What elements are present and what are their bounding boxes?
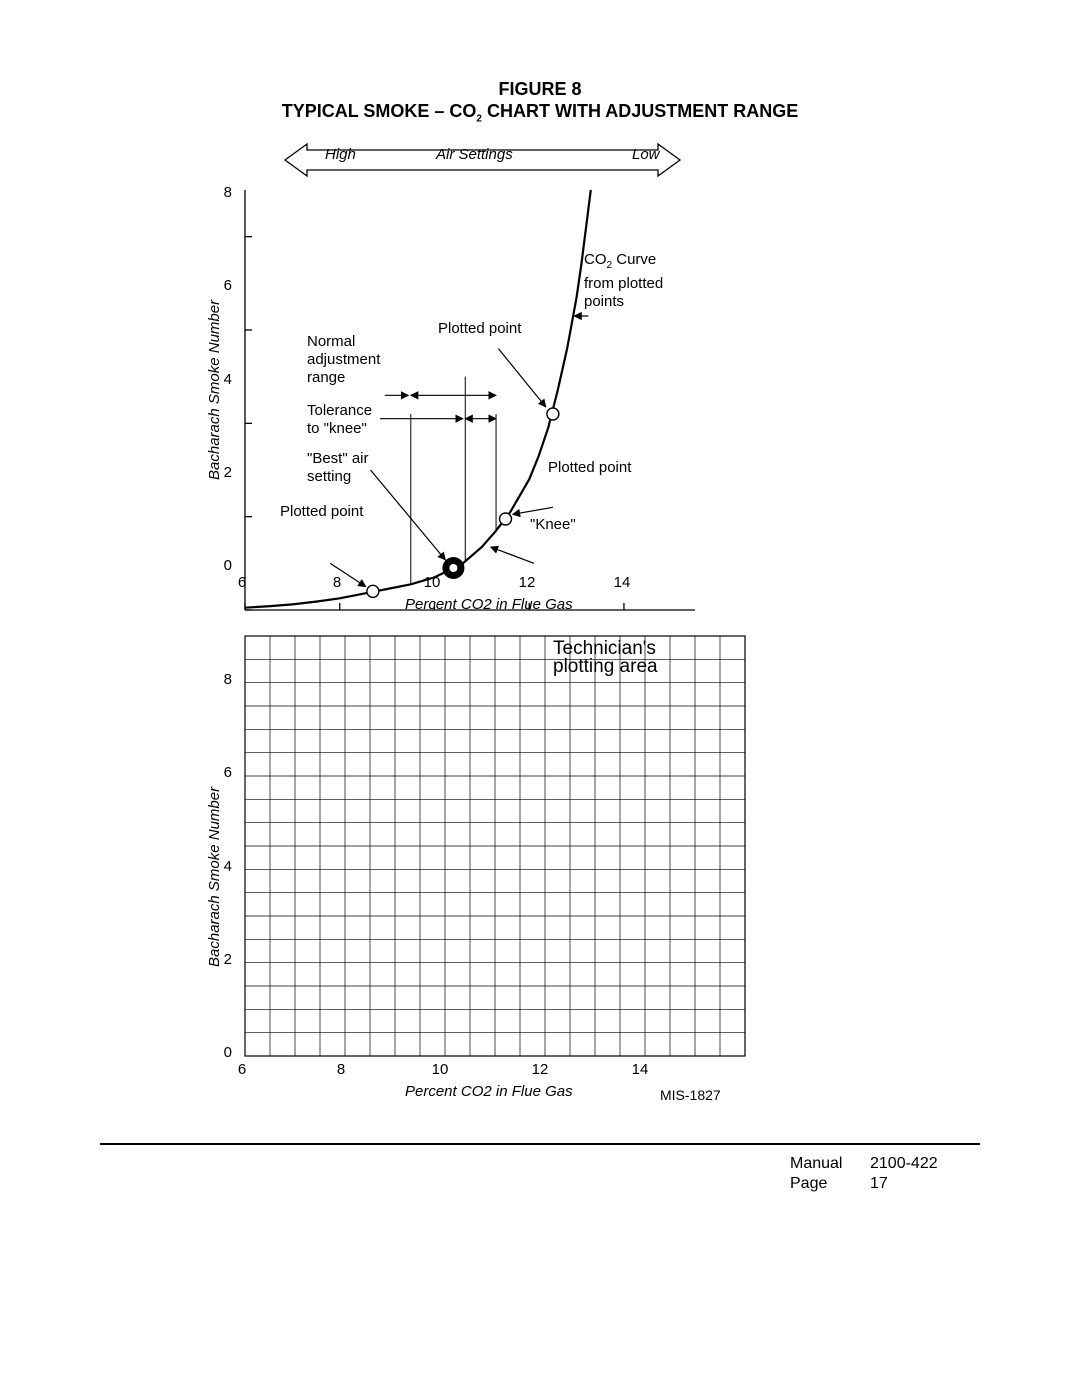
figure-number: FIGURE 8 xyxy=(0,78,1080,100)
chart1-ytick: 2 xyxy=(214,464,232,481)
figure-title: FIGURE 8 TYPICAL SMOKE – CO2 CHART WITH … xyxy=(0,78,1080,131)
chart1-xtick: 12 xyxy=(513,574,541,591)
footer-manual-label: Manual xyxy=(790,1155,842,1173)
best-air-label: "Best" air setting xyxy=(307,450,369,486)
chart2-xtick: 8 xyxy=(331,1061,351,1078)
chart1-xtick: 14 xyxy=(608,574,636,591)
chart1-xtick: 10 xyxy=(418,574,446,591)
chart1-ytick: 0 xyxy=(214,557,232,574)
chart1-ytick: 8 xyxy=(214,184,232,201)
chart2-xtick: 12 xyxy=(526,1061,554,1078)
air-high-label: High xyxy=(325,146,356,164)
chart2-ytick: 0 xyxy=(214,1044,232,1061)
chart1-ytick: 6 xyxy=(214,277,232,294)
chart2-ytick: 4 xyxy=(214,858,232,875)
plotted-point-right-label: Plotted point xyxy=(548,459,631,477)
normal-range-label: Normal adjustment range xyxy=(307,333,380,387)
chart1-ytick: 4 xyxy=(214,371,232,388)
chart1-x-axis-label: Percent CO2 in Flue Gas xyxy=(405,596,573,613)
figure-caption: TYPICAL SMOKE – CO2 CHART WITH ADJUSTMEN… xyxy=(0,100,1080,131)
page: FIGURE 8 TYPICAL SMOKE – CO2 CHART WITH … xyxy=(0,0,1080,1397)
chart2-ytick: 6 xyxy=(214,764,232,781)
chart2-y-axis-label: Bacharach Smoke Number xyxy=(206,787,223,967)
chart2-xtick: 6 xyxy=(232,1061,252,1078)
plotting-grid-svg xyxy=(235,631,755,1091)
plotted-point-top-label: Plotted point xyxy=(438,320,521,338)
air-low-label: Low xyxy=(632,146,660,164)
plotting-area-title: Technician's plotting area xyxy=(553,640,658,676)
chart1-xtick: 6 xyxy=(232,574,252,591)
plotting-grid-chart xyxy=(235,631,755,1091)
chart1-y-axis-label: Bacharach Smoke Number xyxy=(206,300,223,480)
air-center-label: Air Settings xyxy=(436,146,513,164)
footer-page-label: Page xyxy=(790,1175,827,1193)
tolerance-label: Tolerance to "knee" xyxy=(307,402,372,438)
knee-label: "Knee" xyxy=(530,516,576,534)
chart2-x-axis-label: Percent CO2 in Flue Gas xyxy=(405,1083,573,1100)
chart2-ytick: 2 xyxy=(214,951,232,968)
footer-page-value: 17 xyxy=(870,1175,888,1193)
chart1-xtick: 8 xyxy=(327,574,347,591)
footer-manual-value: 2100-422 xyxy=(870,1155,938,1173)
chart2-xtick: 10 xyxy=(426,1061,454,1078)
chart2-xtick: 14 xyxy=(626,1061,654,1078)
footer-rule xyxy=(100,1143,980,1145)
figure-code: MIS-1827 xyxy=(660,1086,721,1104)
plotted-point-left-label: Plotted point xyxy=(280,503,363,521)
co2-curve-label: CO2 Curve from plotted points xyxy=(584,251,663,311)
chart2-ytick: 8 xyxy=(214,671,232,688)
